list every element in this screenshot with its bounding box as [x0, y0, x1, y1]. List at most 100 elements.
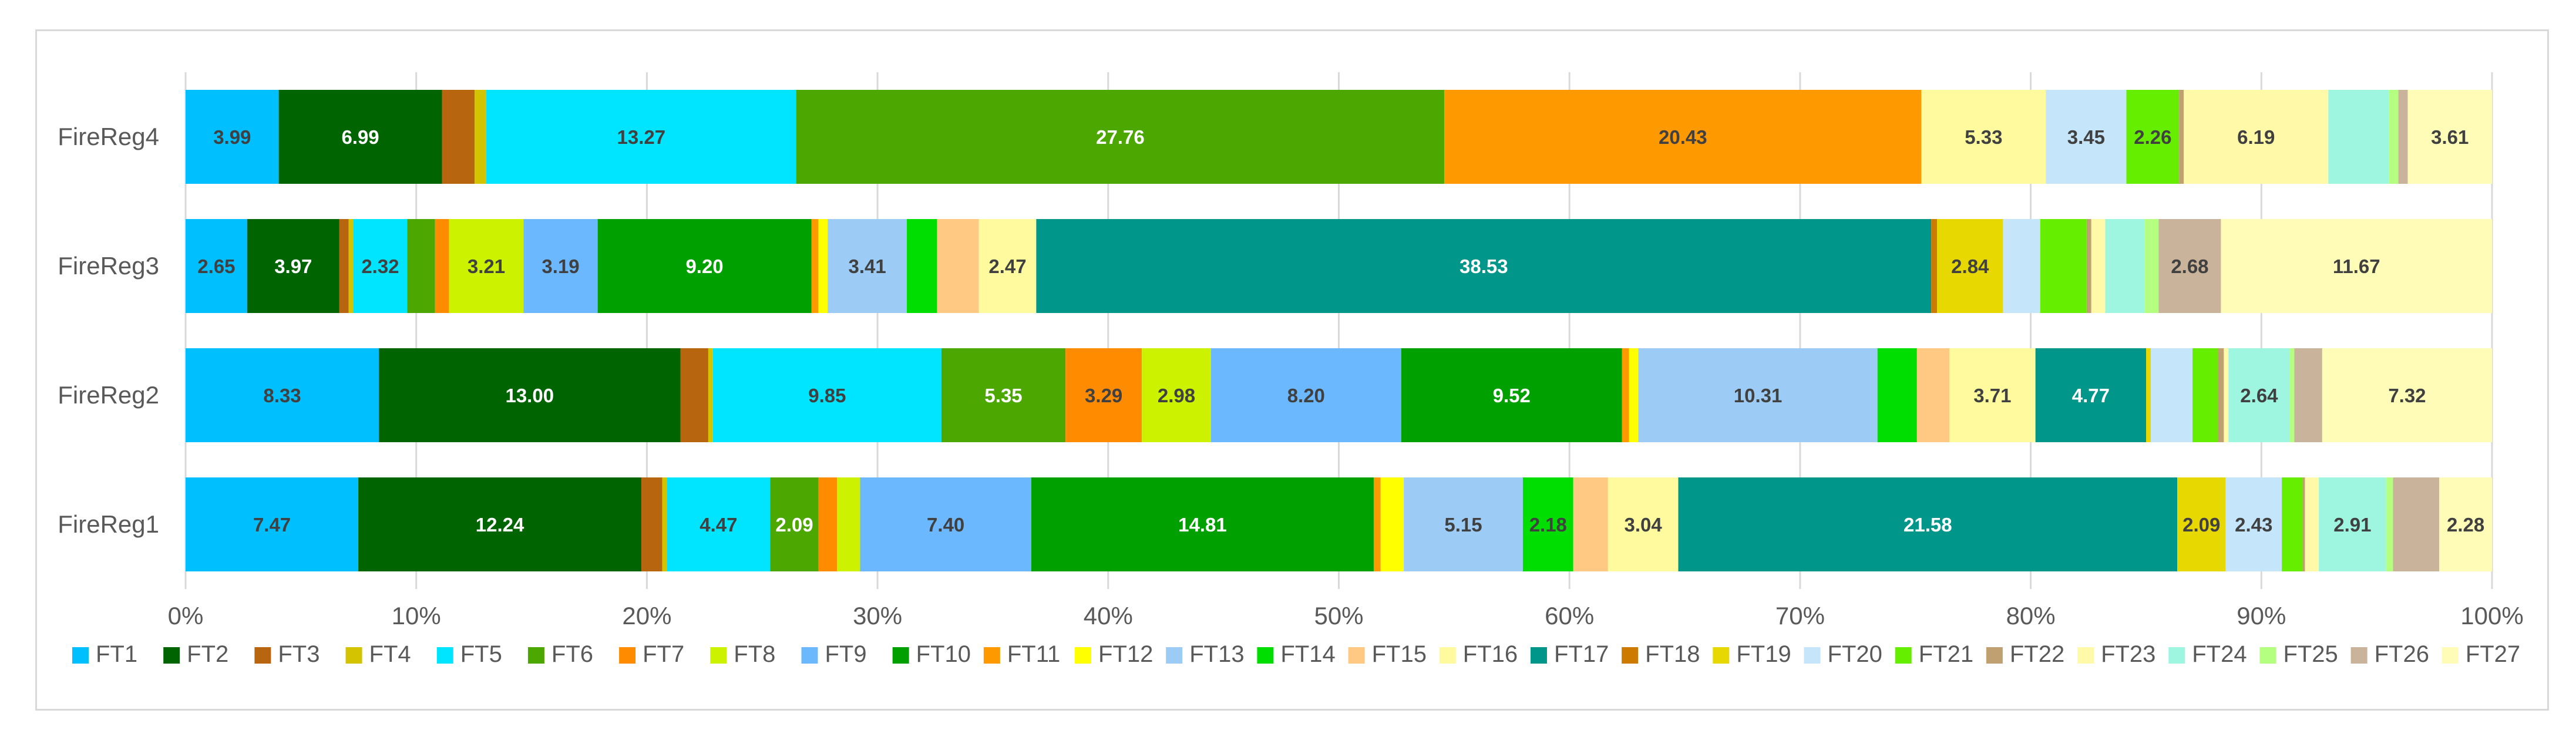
data-label: 3.71: [1973, 385, 2011, 406]
bar-segment: [186, 477, 359, 571]
bar-segment: [837, 477, 860, 571]
data-label: 21.58: [1904, 514, 1952, 536]
category-label: FireReg1: [58, 510, 159, 538]
data-label: 2.91: [2333, 514, 2371, 536]
bar-segment: [978, 219, 1037, 313]
legend-label: FT2: [187, 641, 228, 667]
data-label: 3.41: [849, 255, 886, 277]
bar-segment: [1608, 477, 1679, 571]
legend-swatch: [2442, 647, 2459, 664]
legend-label: FT26: [2375, 641, 2429, 667]
bar-segment: [1949, 348, 2036, 442]
legend-label: FT22: [2010, 641, 2064, 667]
bar-segment: [2439, 477, 2492, 571]
bar-segment: [818, 477, 838, 571]
bar-segment: [937, 219, 979, 313]
bar-segment: [1373, 477, 1381, 571]
bar-segment: [2221, 219, 2492, 313]
bar-segment: [2224, 348, 2229, 442]
legend-swatch: [2077, 647, 2094, 664]
legend-swatch: [892, 647, 909, 664]
bar-segment: [1031, 477, 1374, 571]
bar-segment: [442, 90, 475, 184]
legend-swatch: [1530, 647, 1547, 664]
legend-swatch: [345, 647, 362, 664]
category-label: FireReg4: [58, 123, 159, 150]
legend-swatch: [983, 647, 1000, 664]
data-label: 2.09: [775, 514, 813, 536]
legend-label: FT20: [1828, 641, 1882, 667]
bar-segment: [2289, 348, 2295, 442]
legend-swatch: [527, 647, 544, 664]
bar-segment: [379, 348, 681, 442]
data-label: 2.43: [2235, 514, 2272, 536]
legend-label: FT16: [1463, 641, 1518, 667]
data-label: 7.47: [253, 514, 291, 536]
bar-segment: [348, 219, 354, 313]
data-label: 2.18: [1529, 514, 1567, 536]
legend-swatch: [254, 647, 271, 664]
bar-segment: [407, 219, 435, 313]
bar-segment: [2228, 348, 2290, 442]
legend-swatch: [1348, 647, 1365, 664]
bar-segment: [278, 90, 442, 184]
x-tick-label: 60%: [1545, 602, 1594, 630]
legend-label: FT4: [369, 641, 411, 667]
bar-segment: [1638, 348, 1878, 442]
bar-segment: [907, 219, 937, 313]
bar-segment: [597, 219, 812, 313]
bar-segment: [186, 348, 379, 442]
bar-segment: [247, 219, 339, 313]
data-label: 5.35: [984, 385, 1022, 406]
data-label: 5.33: [1965, 126, 2002, 148]
data-label: 3.04: [1625, 514, 1663, 536]
legend-label: FT1: [96, 641, 137, 667]
bar-segment: [2003, 219, 2040, 313]
chart-frame: 3.99 6.99 13.27 27.76 20.43 5.33 3.45 2.26 6.19 3…: [35, 29, 2549, 711]
data-label: 20.43: [1659, 126, 1707, 148]
legend-swatch: [1713, 647, 1730, 664]
legend-swatch: [1439, 647, 1456, 664]
legend-swatch: [1622, 647, 1639, 664]
bar-segment: [796, 90, 1445, 184]
bar-segment: [2035, 348, 2147, 442]
bar-segment: [2091, 219, 2106, 313]
legend-label: FT21: [1919, 641, 1973, 667]
legend-label: FT10: [916, 641, 971, 667]
legend-swatch: [1804, 647, 1821, 664]
bar-segment: [1065, 348, 1142, 442]
bar-segment: [818, 219, 828, 313]
data-label: 2.98: [1158, 385, 1195, 406]
value-axis: 0% 10% 20% 30% 40% 50% 60% 70% 80% 90% 100%: [168, 602, 2524, 630]
data-label: 12.24: [476, 514, 524, 536]
legend-label: FT14: [1280, 641, 1335, 667]
bar-segment: [2177, 477, 2226, 571]
data-label: 2.28: [2447, 514, 2484, 536]
bar-segment: [2046, 90, 2127, 184]
data-label: 5.15: [1444, 514, 1482, 536]
legend-label: FT3: [278, 641, 320, 667]
legend-label: FT13: [1189, 641, 1244, 667]
bar-segment: [2144, 219, 2159, 313]
data-label: 4.47: [700, 514, 737, 536]
bar-segment: [1142, 348, 1211, 442]
bar-segment: [2398, 90, 2408, 184]
x-tick-label: 70%: [1775, 602, 1825, 630]
bar-segment: [353, 219, 408, 313]
legend-swatch: [619, 647, 636, 664]
x-tick-label: 30%: [853, 602, 902, 630]
bar-segment: [708, 348, 713, 442]
data-label: 3.97: [274, 255, 312, 277]
x-tick-label: 0%: [168, 602, 204, 630]
bar-segment: [2192, 348, 2218, 442]
data-label: 3.45: [2067, 126, 2105, 148]
bar-segment: [1916, 348, 1950, 442]
legend-label: FT25: [2283, 641, 2338, 667]
category-axis: FireReg4 FireReg3 FireReg2 FireReg1: [58, 123, 159, 538]
data-label: 9.52: [1493, 385, 1531, 406]
bar-segment: [2282, 477, 2303, 571]
data-label: 3.61: [2431, 126, 2469, 148]
legend-swatch: [801, 647, 818, 664]
bar-segment: [941, 348, 1066, 442]
data-label: 2.68: [2171, 255, 2208, 277]
